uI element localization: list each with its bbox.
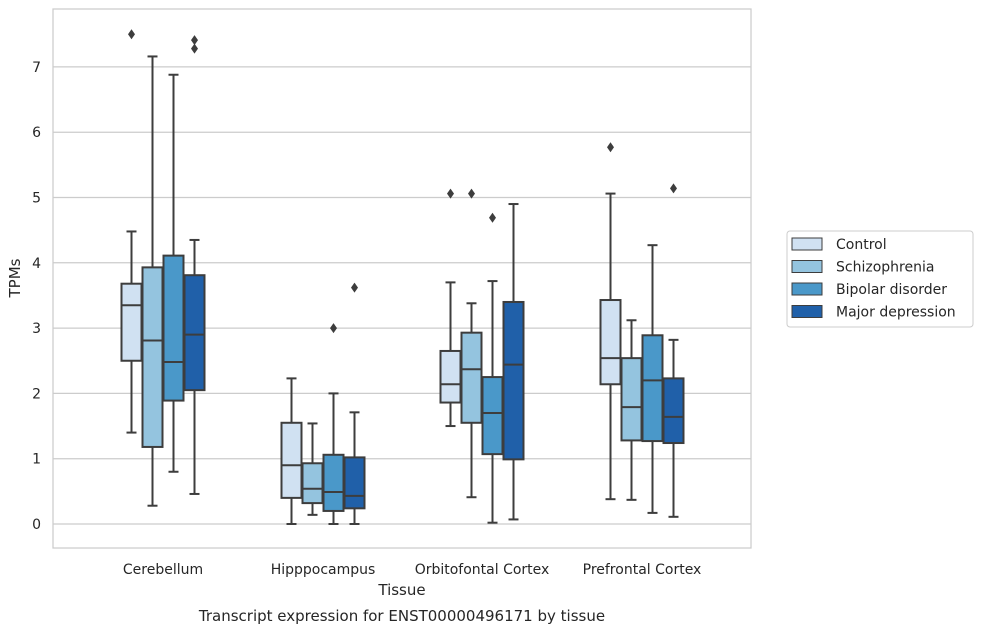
- outlier-point: [191, 35, 198, 46]
- box-1-0: [280, 377, 303, 525]
- legend-label: Schizophrenia: [836, 260, 934, 276]
- box-1-1: [301, 422, 324, 516]
- box-1-2: [322, 323, 345, 525]
- box-body: [502, 300, 525, 461]
- box-2-3: [502, 203, 525, 521]
- box-0-2: [162, 73, 185, 473]
- box-body: [641, 334, 664, 443]
- box-body: [280, 421, 303, 499]
- legend-label: Control: [836, 237, 887, 253]
- legend-swatch: [791, 237, 823, 251]
- x-tick-label: Cerebellum: [123, 562, 203, 578]
- plot-frame: [52, 8, 752, 549]
- legend: Control Schizophrenia Bipolar disorder Majo…: [786, 230, 974, 328]
- box-body: [460, 331, 483, 424]
- box-body: [301, 462, 324, 505]
- y-tick-label: 0: [32, 517, 41, 533]
- box-body: [481, 376, 504, 456]
- box-body: [599, 299, 622, 386]
- box-1-3: [343, 282, 366, 525]
- box-2-2: [481, 212, 504, 524]
- box-body: [183, 274, 206, 392]
- outlier-point: [468, 188, 475, 199]
- outlier-point: [351, 282, 358, 293]
- box-0-0: [120, 29, 143, 434]
- box-3-3: [662, 183, 685, 518]
- legend-swatch: [791, 260, 823, 273]
- x-tick-label: Prefrontal Cortex: [583, 562, 702, 578]
- x-tick-label: Hipppocampus: [271, 562, 376, 578]
- outlier-point: [191, 43, 198, 54]
- y-axis-label: TPMs: [6, 258, 24, 298]
- box-body: [662, 377, 685, 445]
- box-0-3: [183, 35, 206, 495]
- legend-label: Major depression: [836, 305, 956, 321]
- box-2-0: [439, 188, 462, 428]
- y-tick-label: 6: [32, 125, 41, 141]
- outlier-point: [128, 29, 135, 40]
- y-tick-label: 3: [32, 321, 41, 337]
- legend-label: Bipolar disorder: [836, 282, 947, 298]
- y-tick-label: 1: [32, 452, 41, 468]
- legend-swatch: [791, 305, 823, 318]
- box-body: [439, 349, 462, 404]
- y-tick-labels: 0 1 2 3 4 5 6 7: [32, 60, 41, 533]
- box-body: [620, 357, 643, 442]
- y-tick-label: 7: [32, 60, 41, 76]
- y-tick-label: 4: [32, 256, 41, 272]
- chart-caption: Transcript expression for ENST0000049617…: [198, 607, 605, 625]
- box-groups: [120, 29, 685, 525]
- x-tick-label: Orbitofontal Cortex: [415, 562, 550, 578]
- y-tick-label: 5: [32, 191, 41, 207]
- outlier-point: [447, 188, 454, 199]
- x-axis-label: Tissue: [377, 581, 425, 599]
- y-tick-label: 2: [32, 386, 41, 402]
- outlier-point: [607, 142, 614, 153]
- x-tick-labels: Cerebellum Hipppocampus Orbitofontal Corte…: [123, 562, 701, 578]
- legend-swatch: [791, 282, 823, 296]
- box-body: [343, 456, 366, 510]
- box-body: [141, 266, 164, 448]
- outlier-point: [330, 323, 337, 334]
- box-0-1: [141, 55, 164, 507]
- outlier-point: [489, 212, 496, 223]
- box-3-0: [599, 142, 622, 501]
- box-body: [162, 254, 185, 402]
- outlier-point: [670, 183, 677, 194]
- legend-frame: [786, 230, 974, 328]
- box-body: [322, 453, 345, 512]
- box-body: [120, 282, 143, 362]
